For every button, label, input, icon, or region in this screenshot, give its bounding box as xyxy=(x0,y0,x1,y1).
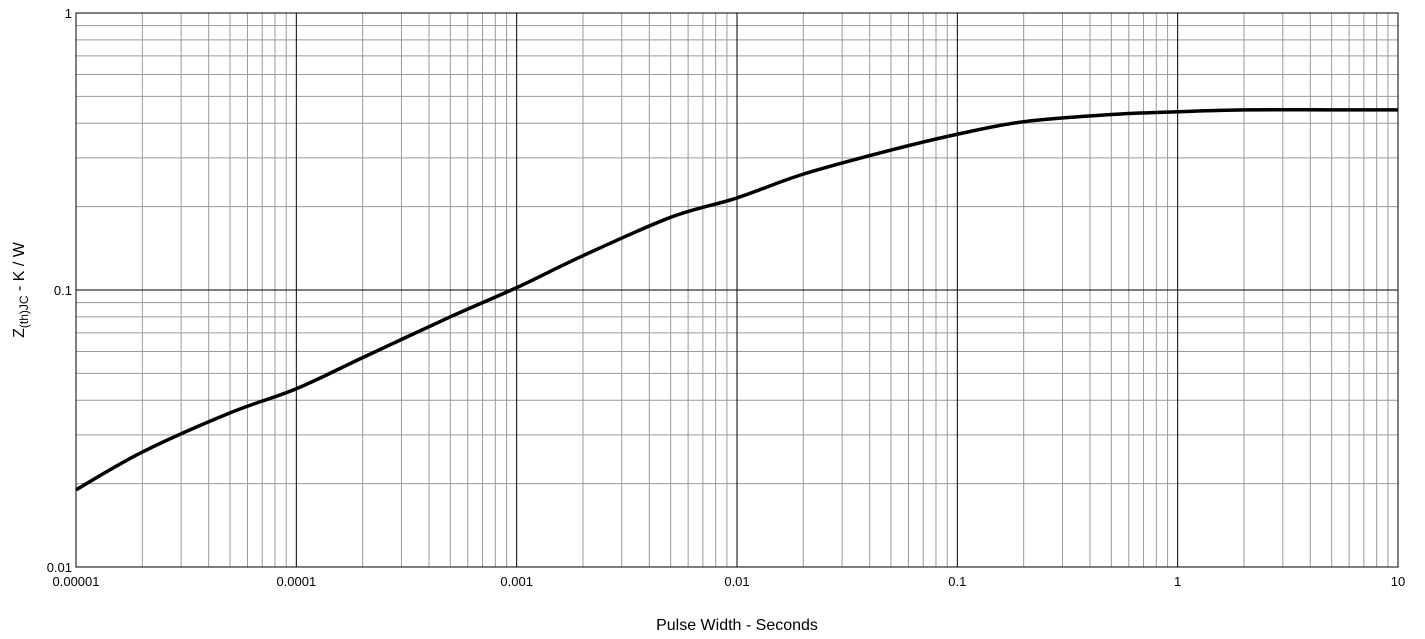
x-tick-label: 0.1 xyxy=(948,574,966,589)
y-axis-label-base: Z xyxy=(11,328,28,338)
y-axis-label-subscript: (th)JC xyxy=(17,295,31,328)
x-tick-label: 0.001 xyxy=(500,574,533,589)
x-axis-label: Pulse Width - Seconds xyxy=(656,617,818,634)
x-tick-label: 0.00001 xyxy=(53,574,100,589)
y-tick-label: 0.1 xyxy=(54,283,72,298)
series-layer xyxy=(75,107,1398,492)
y-axis-label: Z(th)JC - K / W xyxy=(11,241,31,338)
y-axis-label-rest: - K / W xyxy=(11,241,28,295)
x-tick-label: 10 xyxy=(1391,574,1405,589)
y-tick-label: 0.01 xyxy=(47,560,72,575)
y-tick-label: 1 xyxy=(65,6,72,21)
plot-area-frame xyxy=(75,12,1399,568)
x-tick-label: 1 xyxy=(1174,574,1181,589)
y-tick-labels: 1 0.1 0.01 xyxy=(47,6,72,575)
x-tick-labels: 0.00001 0.0001 0.001 0.01 0.1 1 10 xyxy=(53,574,1406,589)
thermal-impedance-curve xyxy=(75,107,1398,492)
x-tick-label: 0.01 xyxy=(724,574,749,589)
x-tick-label: 0.0001 xyxy=(276,574,316,589)
